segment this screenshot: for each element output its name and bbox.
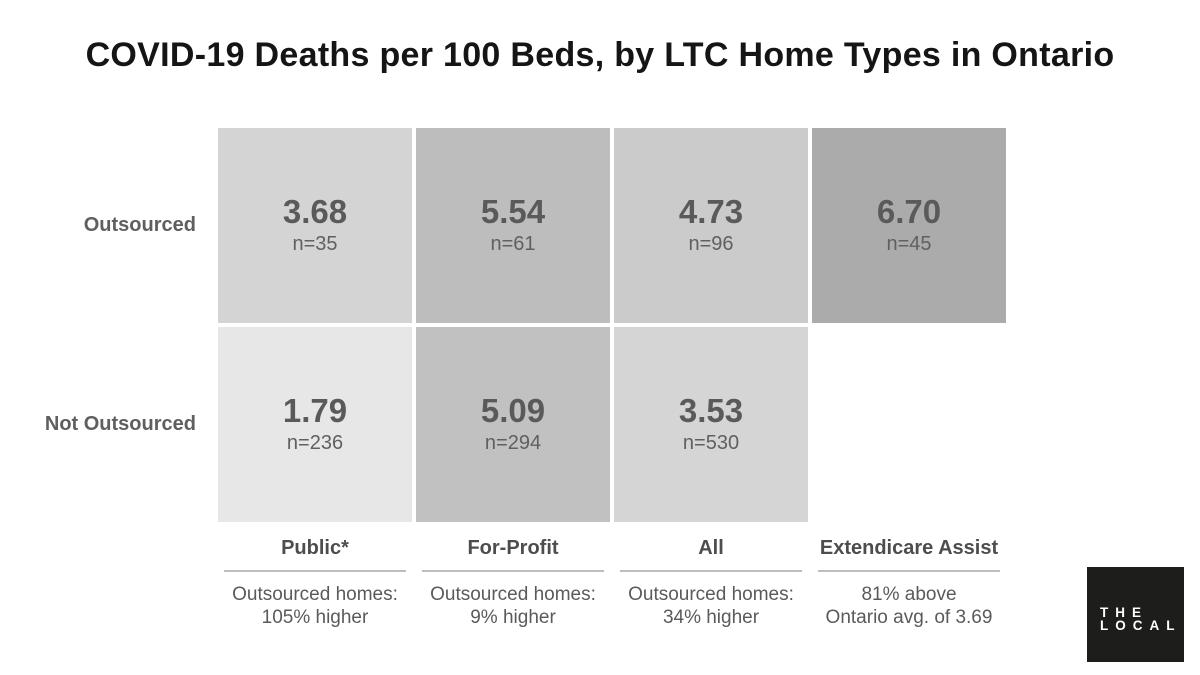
column-note: 81% above Ontario avg. of 3.69 — [825, 584, 993, 629]
cell-n-count: n=236 — [286, 432, 344, 455]
cell-value: 5.54 — [480, 192, 546, 230]
heatmap-cell-notoutsourced-forprofit: 5.09 n=294 — [416, 327, 610, 522]
heatmap-cell-notoutsourced-extendicare-empty — [812, 327, 1006, 522]
cell-value: 5.09 — [480, 391, 546, 429]
heatmap-cell-notoutsourced-all: 3.53 n=530 — [614, 327, 808, 522]
the-local-logo: THE LOCAL — [1087, 567, 1184, 662]
column-underline — [818, 570, 1000, 572]
cell-n-count: n=294 — [484, 432, 542, 455]
row-labels: Outsourced Not Outsourced — [0, 128, 196, 522]
column-note: Outsourced homes: 34% higher — [628, 584, 794, 629]
column-underline — [224, 570, 406, 572]
logo-text-local: LOCAL — [1100, 618, 1182, 633]
row-label-outsourced: Outsourced — [83, 214, 196, 236]
cell-value: 3.68 — [282, 192, 348, 230]
heatmap-cell-outsourced-public: 3.68 n=35 — [218, 128, 412, 323]
cell-n-count: n=96 — [688, 233, 734, 256]
column-note: Outsourced homes: 9% higher — [430, 584, 596, 629]
cell-value: 6.70 — [876, 192, 942, 230]
column-footer-all: All Outsourced homes: 34% higher — [614, 537, 808, 629]
cell-value: 3.53 — [678, 391, 744, 429]
column-header: Public* — [281, 537, 349, 559]
cell-value: 1.79 — [282, 391, 348, 429]
cell-n-count: n=530 — [682, 432, 740, 455]
heatmap-cell-outsourced-forprofit: 5.54 n=61 — [416, 128, 610, 323]
column-note: Outsourced homes: 105% higher — [232, 584, 398, 629]
heatmap-cell-outsourced-all: 4.73 n=96 — [614, 128, 808, 323]
column-footer-forprofit: For-Profit Outsourced homes: 9% higher — [416, 537, 610, 629]
cell-n-count: n=61 — [490, 233, 536, 256]
logo-text-the: THE — [1100, 605, 1148, 620]
column-header: For-Profit — [467, 537, 559, 559]
column-header: Extendicare Assist — [819, 537, 999, 559]
chart-title: COVID-19 Deaths per 100 Beds, by LTC Hom… — [85, 36, 1115, 74]
column-header: All — [698, 537, 724, 559]
heatmap-cell-outsourced-extendicare: 6.70 n=45 — [812, 128, 1006, 323]
heatmap-cell-notoutsourced-public: 1.79 n=236 — [218, 327, 412, 522]
heatmap-grid: 3.68 n=35 5.54 n=61 4.73 n=96 6.70 n=45 … — [218, 128, 1006, 522]
cell-n-count: n=45 — [886, 233, 932, 256]
column-footer-extendicare: Extendicare Assist 81% above Ontario avg… — [812, 537, 1006, 629]
column-footer-public: Public* Outsourced homes: 105% higher — [218, 537, 412, 629]
column-footers: Public* Outsourced homes: 105% higher Fo… — [218, 537, 1006, 629]
row-label-not-outsourced: Not Outsourced — [44, 413, 196, 435]
cell-n-count: n=35 — [292, 233, 338, 256]
column-underline — [422, 570, 604, 572]
cell-value: 4.73 — [678, 192, 744, 230]
column-underline — [620, 570, 802, 572]
